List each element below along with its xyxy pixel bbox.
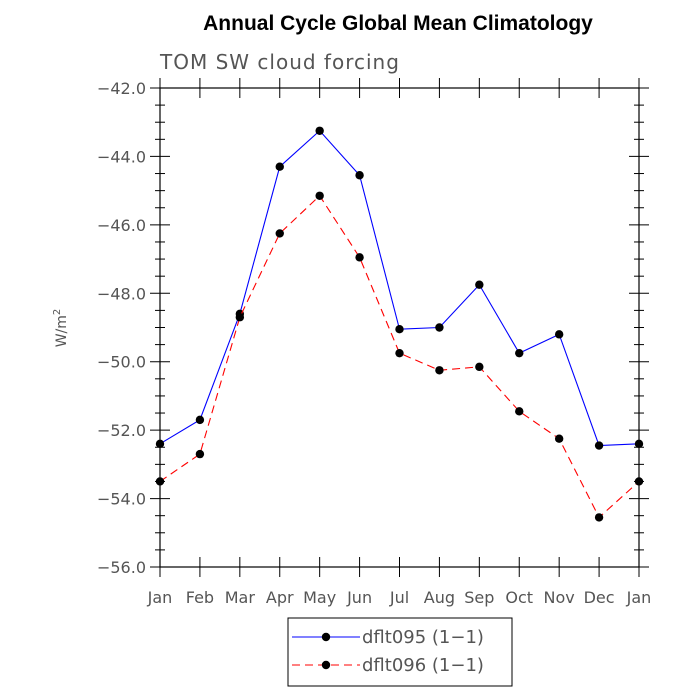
data-point-series-1: [594, 513, 604, 522]
data-point-series-0: [315, 126, 324, 135]
legend: dflt095 (1−1) dflt096 (1−1): [287, 617, 513, 687]
legend-marker-dflt095: [321, 632, 331, 642]
series-layer: [155, 126, 644, 522]
x-tick-label: Apr: [266, 588, 294, 607]
data-point-series-1: [235, 313, 245, 322]
chart-subtitle: TOM SW cloud forcing: [159, 50, 400, 74]
data-point-series-1: [554, 434, 564, 443]
data-point-series-1: [275, 229, 284, 238]
data-point-series-0: [554, 330, 564, 339]
legend-marker-dflt096: [321, 660, 331, 670]
data-point-series-1: [475, 362, 484, 372]
data-point-series-0: [515, 348, 524, 358]
x-tick-label: Jan: [147, 588, 173, 607]
x-tick-label: Jun: [346, 588, 372, 607]
y-tick-label: −56.0: [97, 558, 146, 577]
data-point-series-1: [395, 348, 404, 358]
data-point-series-1: [515, 407, 524, 416]
x-tick-label: Feb: [186, 588, 214, 607]
x-tick-label: Mar: [225, 588, 256, 607]
data-point-series-0: [594, 441, 604, 450]
y-tick-label: −42.0: [97, 79, 146, 98]
data-point-series-0: [435, 323, 444, 332]
svg-text:W/m2: W/m2: [52, 309, 70, 348]
axis-tick-labels: −42.0 −44.0 −46.0 −48.0 −50.0 −52.0 −54.0 −56.0…: [97, 79, 651, 607]
y-tick-label: −50.0: [97, 353, 146, 372]
y-axis-label-superscript: 2: [52, 309, 63, 315]
data-point-series-0: [475, 280, 484, 289]
x-tick-label: May: [303, 588, 336, 607]
legend-label-dflt095: dflt095 (1−1): [362, 627, 484, 648]
y-tick-label: −46.0: [97, 216, 146, 235]
y-tick-label: −48.0: [97, 284, 146, 303]
legend-box: [287, 617, 513, 687]
data-point-series-0: [195, 415, 205, 425]
x-tick-label: Aug: [424, 588, 455, 607]
y-axis-label-text: W/m: [54, 315, 70, 347]
series-line-0: [159, 129, 640, 447]
y-tick-label: −52.0: [97, 421, 146, 440]
x-tick-label: Dec: [584, 588, 615, 607]
y-tick-label: −54.0: [97, 490, 146, 509]
data-point-series-0: [275, 162, 284, 171]
x-tick-label: Oct: [505, 588, 533, 607]
data-point-series-0: [355, 171, 364, 180]
x-tick-label: Nov: [544, 588, 575, 607]
data-point-series-1: [195, 449, 205, 459]
y-tick-label: −44.0: [97, 147, 146, 166]
chart-title: Annual Cycle Global Mean Climatology: [203, 12, 593, 35]
x-tick-label: Sep: [464, 588, 494, 607]
x-tick-label: Jan: [626, 588, 652, 607]
data-point-series-1: [315, 191, 324, 200]
data-point-series-1: [355, 253, 364, 262]
plot-frame: [159, 87, 640, 568]
legend-label-dflt096: dflt096 (1−1): [362, 655, 484, 676]
data-point-series-1: [435, 366, 444, 375]
y-axis-label: W/m2: [52, 309, 70, 348]
data-point-series-0: [395, 325, 404, 334]
x-tick-label: Jul: [389, 588, 409, 607]
